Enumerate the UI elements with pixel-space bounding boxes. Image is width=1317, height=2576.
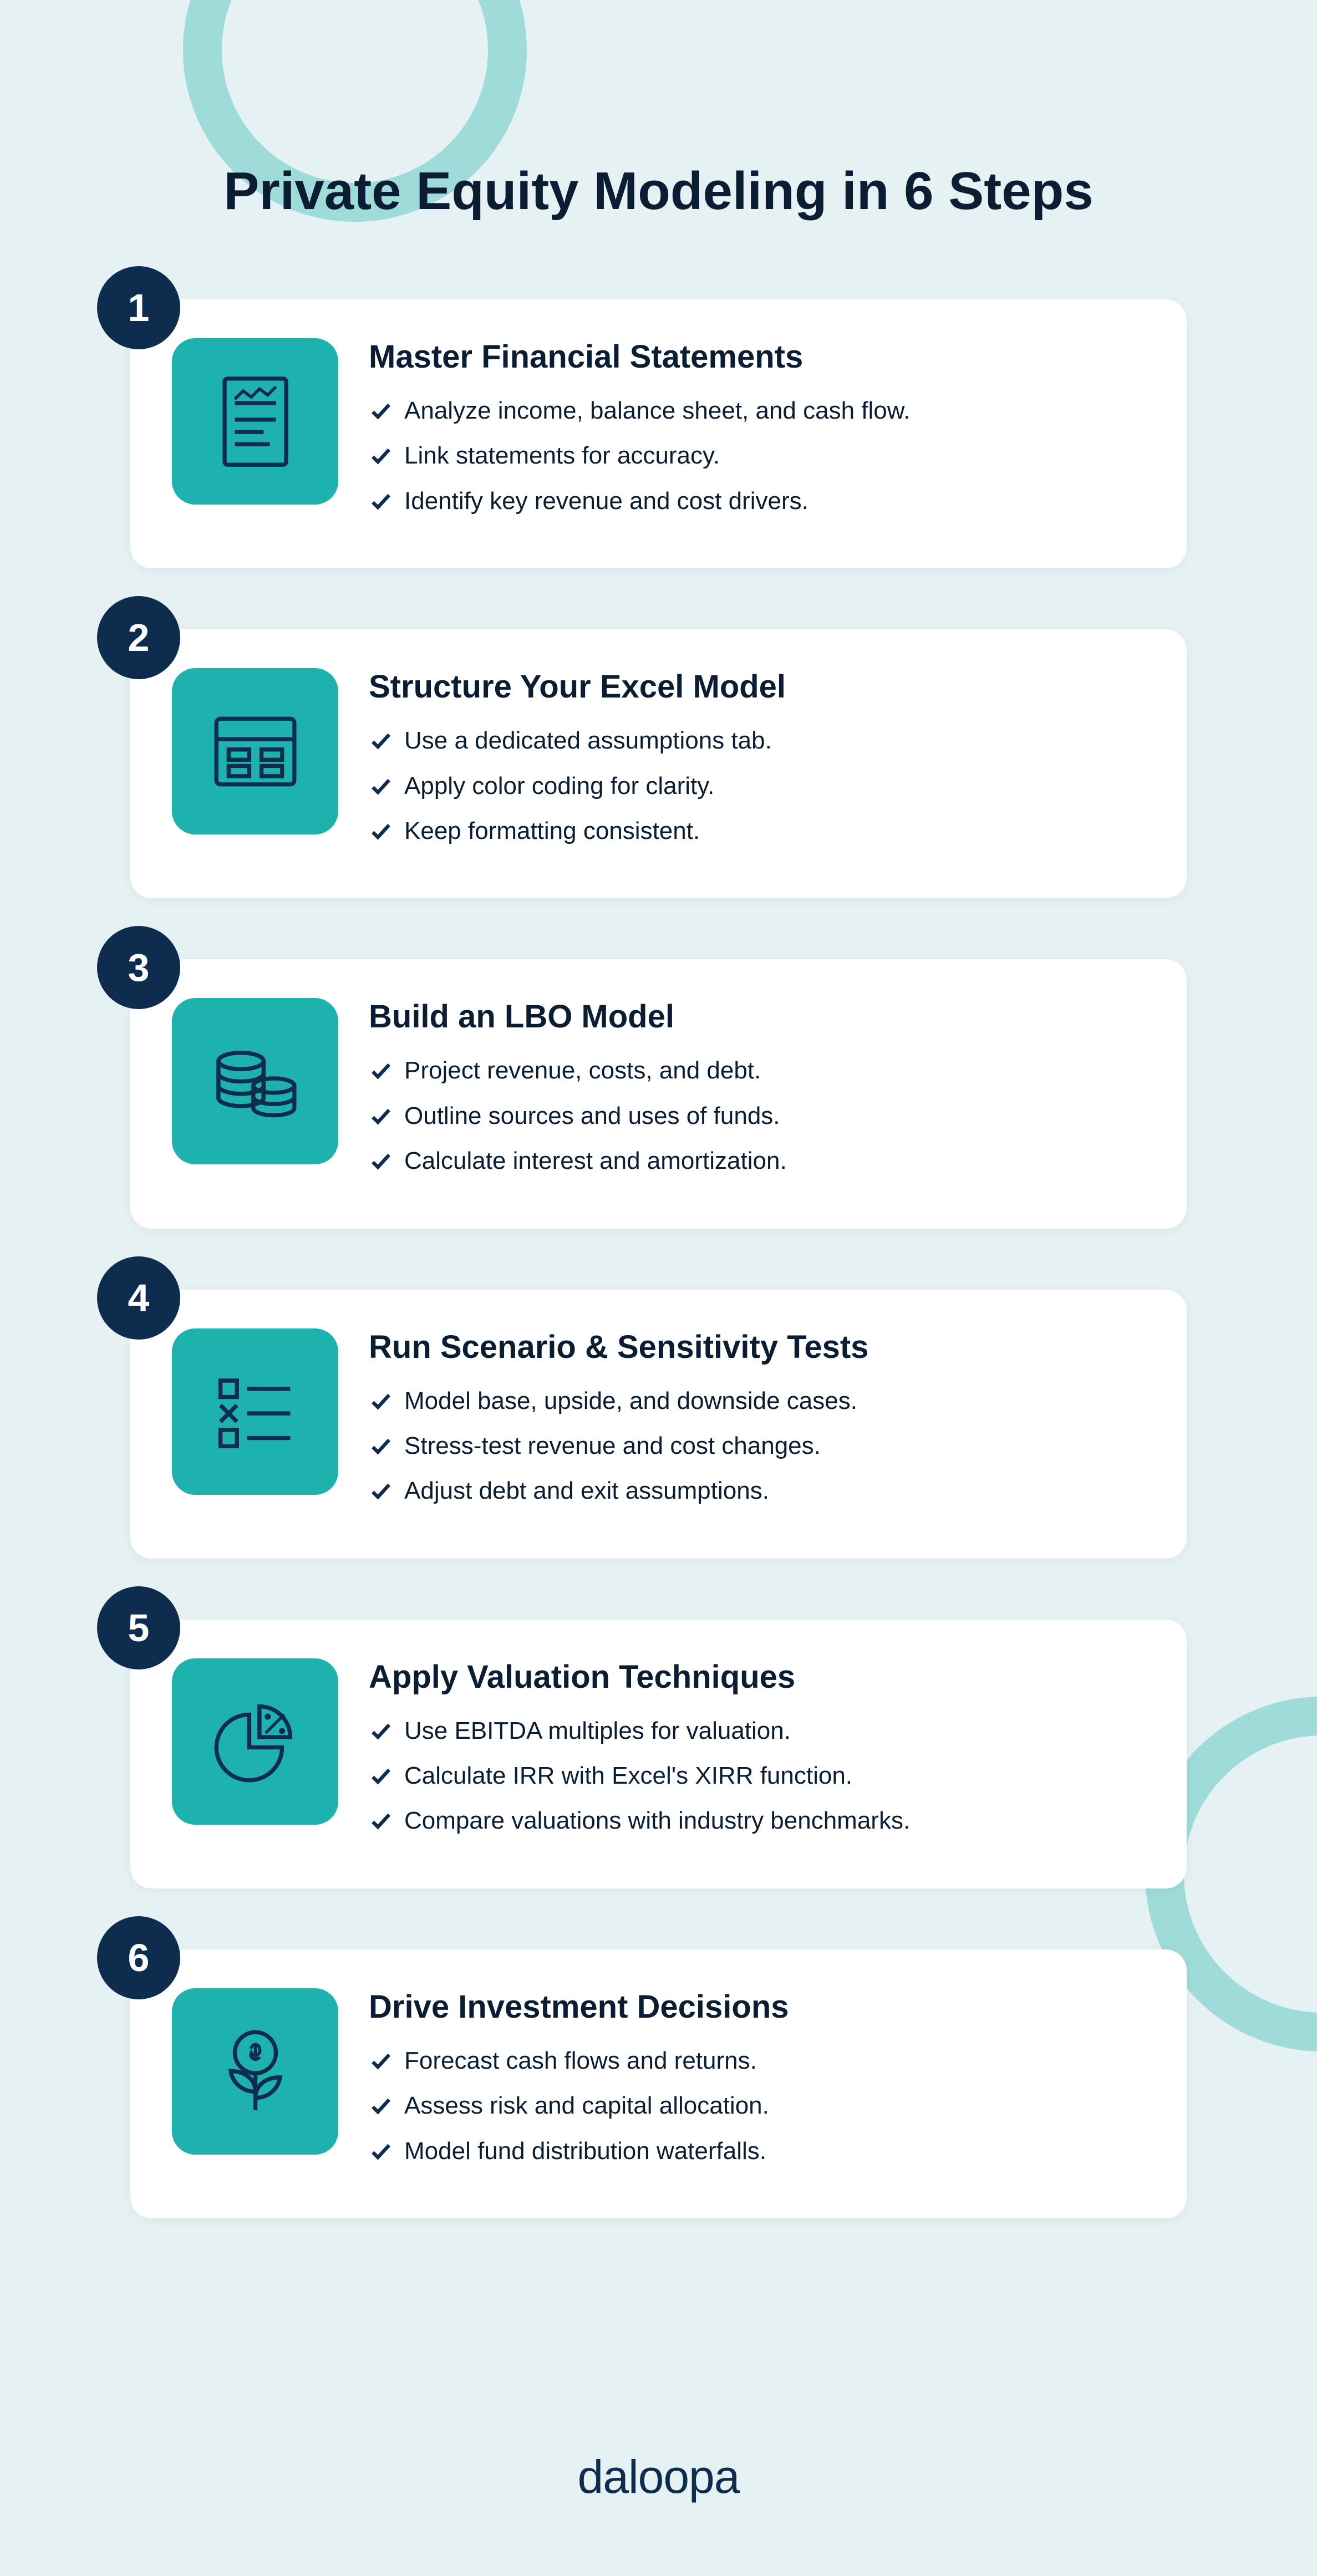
money-plant-icon (172, 1988, 338, 2155)
check-icon (369, 444, 393, 468)
bullet-item: Outline sources and uses of funds. (369, 1099, 1142, 1132)
check-icon (369, 1058, 393, 1083)
check-icon (369, 774, 393, 798)
step-card: 6 Drive Investment Decisions Forecast ca… (130, 1949, 1187, 2218)
check-icon (369, 1149, 393, 1173)
bullet-text: Model fund distribution waterfalls. (404, 2135, 766, 2167)
step-title: Build an LBO Model (369, 998, 1142, 1035)
document-icon (172, 338, 338, 505)
bullet-text: Calculate interest and amortization. (404, 1144, 787, 1177)
bullet-item: Use a dedicated assumptions tab. (369, 724, 1142, 757)
check-icon (369, 1764, 393, 1788)
coins-icon (172, 998, 338, 1164)
bullet-text: Stress-test revenue and cost changes. (404, 1429, 821, 1462)
check-icon (369, 729, 393, 753)
check-icon (369, 2094, 393, 2118)
step-number-badge: 5 (97, 1586, 180, 1669)
bullet-item: Stress-test revenue and cost changes. (369, 1429, 1142, 1462)
bullet-item: Apply color coding for clarity. (369, 770, 1142, 802)
step-title: Drive Investment Decisions (369, 1988, 1142, 2025)
step-number-badge: 3 (97, 926, 180, 1009)
bullet-text: Model base, upside, and downside cases. (404, 1384, 857, 1417)
check-icon (369, 1809, 393, 1833)
steps-container: 1 Master Financial Statements Analyze in… (130, 299, 1187, 2279)
step-title: Structure Your Excel Model (369, 668, 1142, 705)
bullet-text: Link statements for accuracy. (404, 439, 720, 472)
step-number-badge: 6 (97, 1916, 180, 1999)
step-title: Master Financial Statements (369, 338, 1142, 375)
check-icon (369, 1104, 393, 1128)
bullet-text: Adjust debt and exit assumptions. (404, 1474, 769, 1507)
step-number-badge: 4 (97, 1256, 180, 1340)
spreadsheet-icon (172, 668, 338, 834)
bullet-item: Model fund distribution waterfalls. (369, 2135, 1142, 2167)
bullet-item: Analyze income, balance sheet, and cash … (369, 394, 1142, 427)
bullet-item: Assess risk and capital allocation. (369, 2089, 1142, 2122)
check-icon (369, 2049, 393, 2073)
bullet-text: Identify key revenue and cost drivers. (404, 485, 808, 517)
pie-percent-icon (172, 1658, 338, 1825)
check-icon (369, 819, 393, 843)
bullet-item: Use EBITDA multiples for valuation. (369, 1714, 1142, 1747)
check-icon (369, 2139, 393, 2163)
checklist-icon (172, 1328, 338, 1495)
step-card: 2 Structure Your Excel Model Use a dedic… (130, 629, 1187, 898)
page-title: Private Equity Modeling in 6 Steps (0, 161, 1317, 222)
bullet-item: Compare valuations with industry benchma… (369, 1804, 1142, 1837)
bullet-text: Outline sources and uses of funds. (404, 1099, 780, 1132)
check-icon (369, 399, 393, 423)
step-title: Run Scenario & Sensitivity Tests (369, 1328, 1142, 1366)
step-title: Apply Valuation Techniques (369, 1658, 1142, 1696)
bullet-item: Calculate interest and amortization. (369, 1144, 1142, 1177)
check-icon (369, 1479, 393, 1503)
step-number-badge: 1 (97, 266, 180, 349)
bullet-text: Calculate IRR with Excel's XIRR function… (404, 1759, 852, 1792)
bullet-item: Keep formatting consistent. (369, 814, 1142, 847)
step-card: 3 Build an LBO Model Project revenue, co… (130, 959, 1187, 1228)
brand-logo: daloopa (0, 2450, 1317, 2504)
bullet-text: Use a dedicated assumptions tab. (404, 724, 772, 757)
bullet-item: Identify key revenue and cost drivers. (369, 485, 1142, 517)
bullet-text: Forecast cash flows and returns. (404, 2044, 757, 2077)
check-icon (369, 1434, 393, 1458)
bullet-text: Keep formatting consistent. (404, 814, 700, 847)
step-number-badge: 2 (97, 596, 180, 679)
bullet-text: Use EBITDA multiples for valuation. (404, 1714, 791, 1747)
bullet-text: Assess risk and capital allocation. (404, 2089, 769, 2122)
bullet-text: Analyze income, balance sheet, and cash … (404, 394, 910, 427)
check-icon (369, 489, 393, 513)
bullet-item: Calculate IRR with Excel's XIRR function… (369, 1759, 1142, 1792)
bullet-text: Project revenue, costs, and debt. (404, 1054, 761, 1087)
bullet-text: Apply color coding for clarity. (404, 770, 714, 802)
bullet-item: Model base, upside, and downside cases. (369, 1384, 1142, 1417)
check-icon (369, 1719, 393, 1743)
check-icon (369, 1389, 393, 1413)
bullet-text: Compare valuations with industry benchma… (404, 1804, 910, 1837)
bullet-item: Forecast cash flows and returns. (369, 2044, 1142, 2077)
step-card: 1 Master Financial Statements Analyze in… (130, 299, 1187, 568)
bullet-item: Project revenue, costs, and debt. (369, 1054, 1142, 1087)
step-card: 5 Apply Valuation Techniques Use EBITDA … (130, 1620, 1187, 1888)
bullet-item: Adjust debt and exit assumptions. (369, 1474, 1142, 1507)
step-card: 4 Run Scenario & Sensitivity Tests Model… (130, 1290, 1187, 1559)
bullet-item: Link statements for accuracy. (369, 439, 1142, 472)
